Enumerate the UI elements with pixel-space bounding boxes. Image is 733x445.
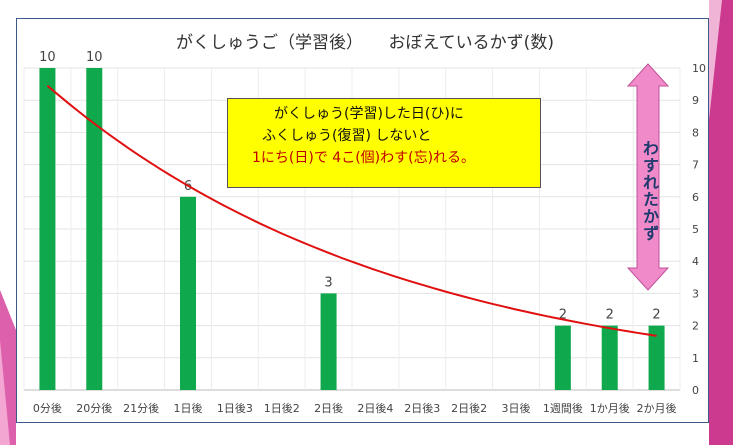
x-tick-label: 2日後2 [451,401,487,415]
data-label: 2 [652,308,660,323]
x-tick-label: 1週間後 [543,401,583,415]
chart-title: がくしゅうご（学習後） おぼえているかず(数) [176,33,554,53]
data-label: 3 [324,275,332,290]
y-tick-label: 3 [692,287,699,300]
y-tick-label: 5 [692,223,699,236]
note-line-3: 1にち(日)で 4こ(個)わす(忘)れる。 [252,150,476,166]
x-tick-label: 20分後 [76,401,112,415]
bar [86,68,103,390]
x-tick-label: 2日後3 [404,401,440,415]
trend-line [46,84,657,337]
x-tick-label: 1か月後 [590,401,630,415]
bar [320,293,337,390]
bar [648,325,665,390]
bar [39,68,56,390]
forgotten-count-label: わすれたかず [640,140,659,242]
data-label: 2 [606,308,614,323]
data-label: 2 [559,308,567,323]
note-line-1: がくしゅう(学習)した日(ひ)に [274,106,464,122]
bar [601,325,618,390]
y-tick-label: 7 [692,159,699,172]
y-tick-label: 9 [692,94,699,107]
y-tick-label: 10 [692,62,706,75]
note-box: がくしゅう(学習)した日(ひ)に ふくしゅう(復習) しないと 1にち(日)で … [227,98,541,188]
x-tick-label: 0分後 [33,401,62,415]
double-arrow [626,63,670,291]
y-tick-label: 2 [692,320,699,333]
chart-frame [16,18,709,423]
y-tick-label: 6 [692,191,699,204]
bar [180,196,196,390]
x-tick-label: 21分後 [123,401,159,415]
y-tick-label: 8 [692,126,699,139]
y-tick-label: 0 [692,384,699,397]
double-arrow-shape [626,63,670,291]
y-tick-label: 1 [692,352,699,365]
data-label: 10 [39,50,56,65]
x-tick-label: 1日後 [174,401,203,415]
bars [39,68,665,390]
left-pink-ribbon-light [0,340,10,445]
y-tick-label: 4 [692,255,699,268]
x-tick-label: 3日後 [502,401,531,415]
bar [554,325,571,390]
x-tick-label: 2日後 [314,401,343,415]
y-tick-labels: 0 1 2 3 4 5 6 7 8 9 10 [692,62,706,397]
x-tick-label: 2日後4 [357,401,393,415]
x-tick-labels: 0分後 20分後 21分後 1日後 1日後3 1日後2 2日後 2日後4 2日後3 2日後2 3日後… [33,401,677,415]
note-line-2: ふくしゅう(復習) しないと [262,128,432,144]
data-label: 10 [86,50,103,65]
x-tick-label: 1日後2 [264,401,300,415]
x-tick-label: 2か月後 [637,401,677,415]
right-pink-ribbon-light [709,0,722,120]
x-tick-label: 1日後3 [217,401,253,415]
right-pink-ribbon [709,0,733,445]
